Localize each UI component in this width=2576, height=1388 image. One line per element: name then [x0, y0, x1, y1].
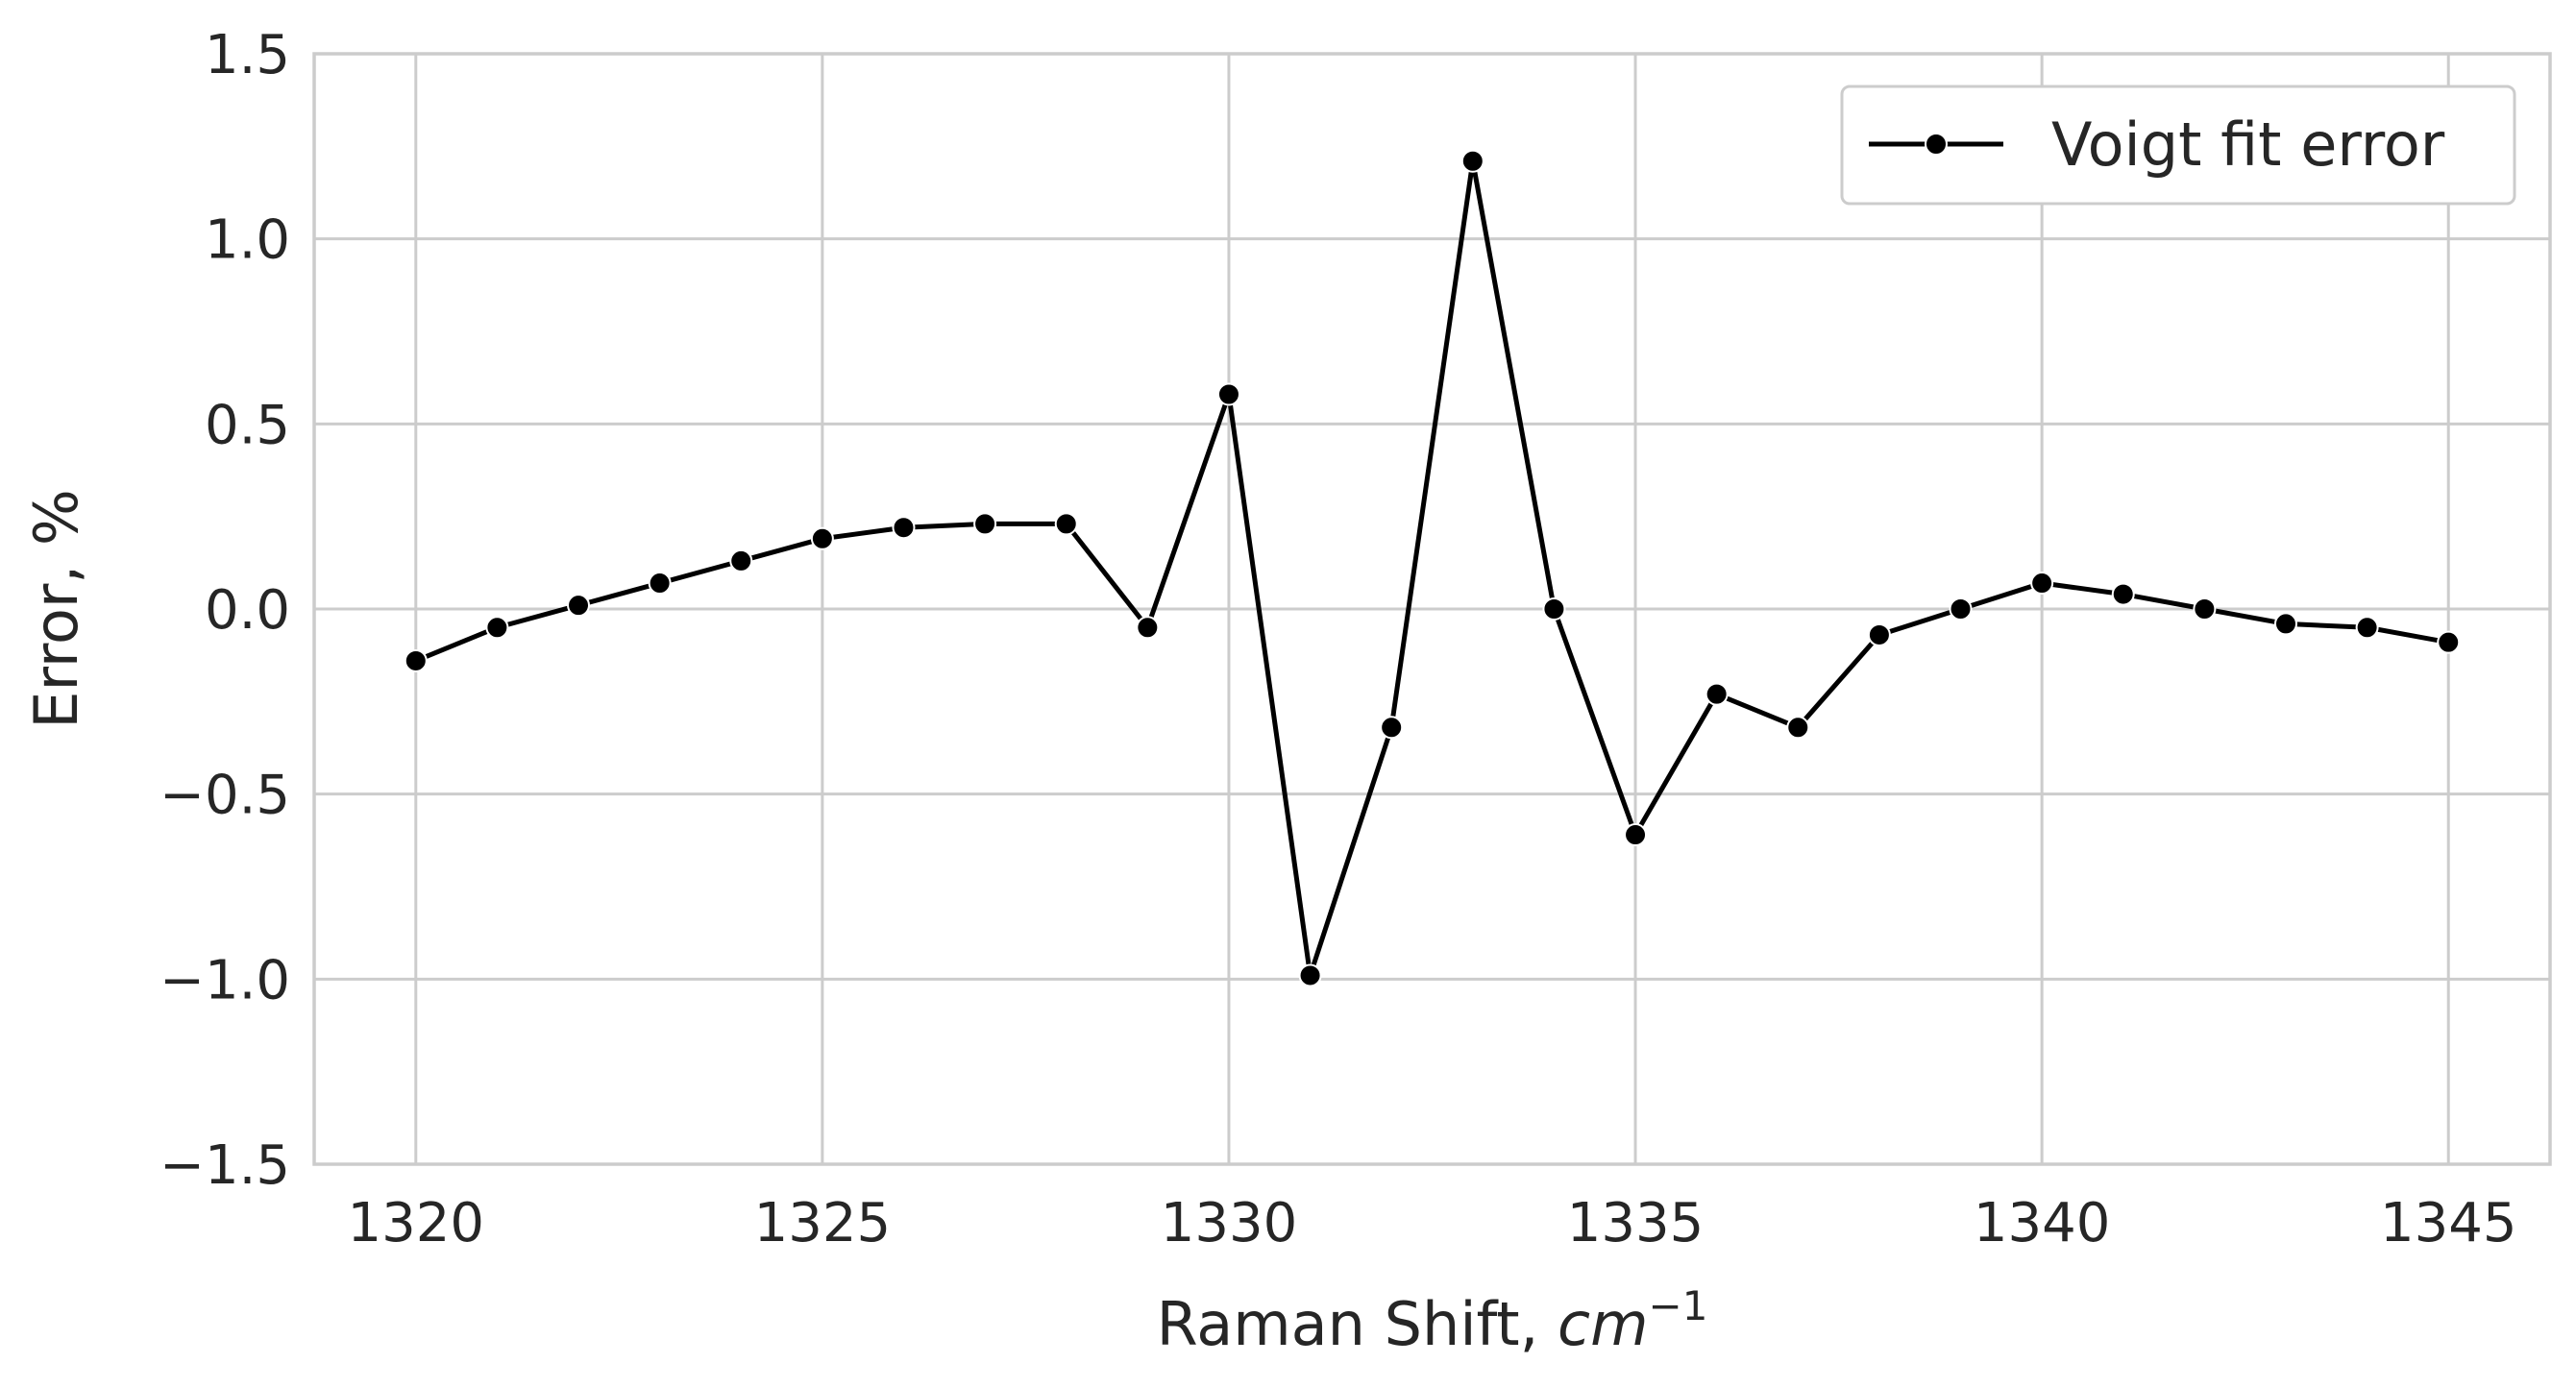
- data-point: [729, 548, 753, 572]
- data-point: [810, 526, 834, 550]
- data-point: [567, 594, 591, 618]
- x-tick-label: 1345: [2380, 1192, 2517, 1254]
- x-axis-label: Raman Shift, cm−1: [1157, 1282, 1708, 1359]
- data-point: [1380, 716, 1404, 740]
- data-point: [1949, 597, 1973, 621]
- data-point: [1542, 597, 1566, 621]
- y-tick-label: −1.5: [159, 1134, 290, 1197]
- y-tick-label: 0.5: [205, 394, 290, 456]
- data-point: [485, 616, 509, 640]
- y-tick-label: 0.0: [205, 579, 290, 642]
- data-point: [1054, 512, 1078, 536]
- x-tick-label: 1335: [1567, 1192, 1705, 1254]
- data-point: [2030, 572, 2054, 596]
- x-tick-label: 1340: [1974, 1192, 2111, 1254]
- series-line: [414, 158, 2449, 978]
- data-point: [973, 512, 997, 536]
- legend: Voigt fit error: [1840, 85, 2516, 206]
- tick-labels: 1320 1325 1330 1335 1340 1345 −1.5 −1.0 −0.5 0.0 0…: [159, 24, 2516, 1254]
- x-axis-label-exponent: −1: [1649, 1282, 1708, 1329]
- data-point: [2355, 616, 2379, 640]
- data-point: [1624, 823, 1648, 847]
- data-point: [1867, 622, 1891, 646]
- y-tick-label: 1.5: [205, 24, 290, 86]
- y-tick-label: −1.0: [159, 949, 290, 1011]
- data-point: [648, 572, 672, 596]
- data-point: [1705, 682, 1729, 706]
- y-tick-label: −0.5: [159, 765, 290, 827]
- y-tick-label: 1.0: [205, 209, 290, 272]
- legend-marker: [1925, 133, 1948, 156]
- data-point: [2111, 582, 2135, 606]
- x-axis-label-text: Raman Shift,: [1157, 1289, 1558, 1359]
- data-point: [2273, 612, 2297, 636]
- data-point: [1298, 963, 1322, 987]
- x-tick-label: 1325: [754, 1192, 892, 1254]
- data-point: [1460, 149, 1484, 173]
- x-axis-label-unit: cm: [1558, 1289, 1648, 1359]
- data-point: [1216, 382, 1240, 406]
- data-point: [404, 648, 428, 672]
- data-point: [1136, 616, 1160, 640]
- legend-box: [1840, 85, 2516, 206]
- x-tick-label: 1330: [1161, 1192, 1298, 1254]
- series-layer: [404, 149, 2461, 987]
- plot-frame: [312, 52, 2552, 1166]
- legend-entry-label: Voigt fit error: [2051, 110, 2445, 180]
- data-point: [892, 516, 916, 540]
- data-point: [1786, 716, 1810, 740]
- y-axis-label: Error, %: [21, 489, 91, 728]
- data-point: [2193, 597, 2217, 621]
- x-tick-label: 1320: [348, 1192, 485, 1254]
- data-point: [2437, 630, 2461, 654]
